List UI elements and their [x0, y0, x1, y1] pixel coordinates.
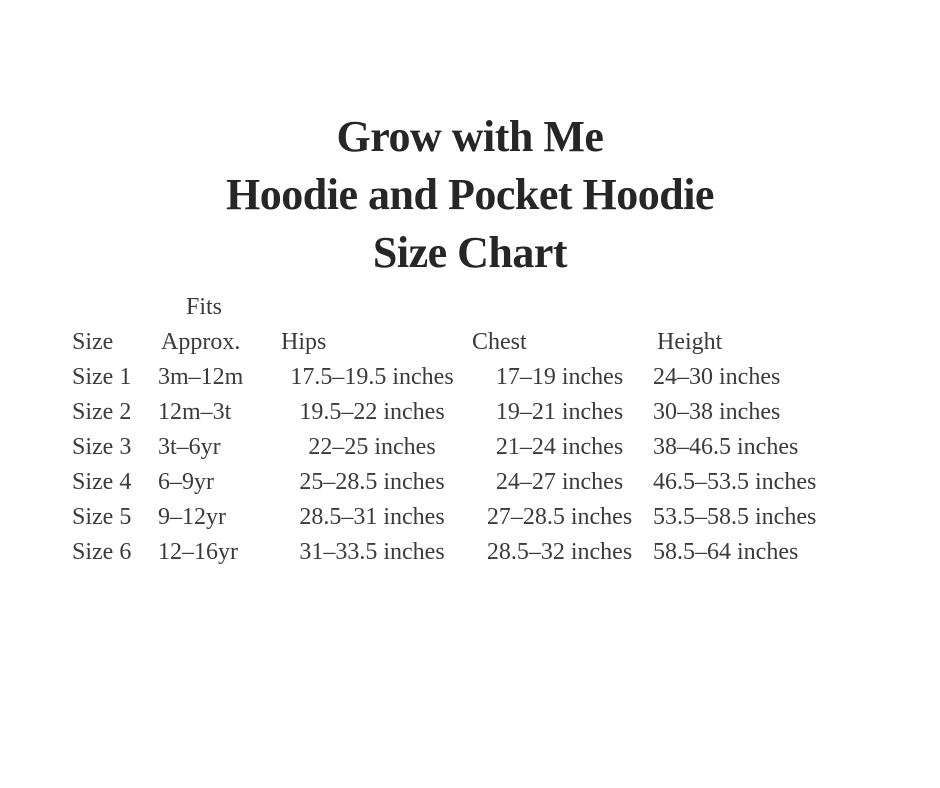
cell-fits: 6–9yr	[158, 469, 214, 495]
table-row: Size 6 12–16yr 31–33.5 inches 28.5–32 in…	[72, 535, 851, 570]
cell-chest: 17–19 inches	[495, 364, 624, 390]
cell-height: 53.5–58.5 inches	[653, 504, 817, 530]
cell-size: Size 5	[72, 504, 132, 530]
cell-size: Size 3	[72, 434, 132, 460]
header-fits-top: Fits	[186, 294, 223, 320]
table-row: Size 1 3m–12m 17.5–19.5 inches 17–19 inc…	[72, 360, 851, 395]
cell-hips: 17.5–19.5 inches	[290, 364, 454, 390]
page-title: Grow with Me Hoodie and Pocket Hoodie Si…	[0, 108, 940, 282]
cell-chest: 21–24 inches	[495, 434, 624, 460]
cell-fits: 9–12yr	[158, 504, 226, 530]
header-height: Height	[657, 329, 723, 355]
cell-hips: 25–28.5 inches	[299, 469, 445, 495]
title-line-1: Grow with Me	[336, 112, 604, 161]
cell-height: 24–30 inches	[653, 364, 781, 390]
cell-hips: 19.5–22 inches	[299, 399, 445, 425]
cell-hips: 31–33.5 inches	[299, 539, 445, 565]
cell-fits: 12–16yr	[158, 539, 238, 565]
table-row: Size 3 3t–6yr 22–25 inches 21–24 inches …	[72, 430, 851, 465]
cell-chest: 27–28.5 inches	[486, 504, 633, 530]
title-line-2: Hoodie and Pocket Hoodie	[226, 170, 714, 219]
cell-size: Size 2	[72, 399, 132, 425]
cell-height: 30–38 inches	[653, 399, 781, 425]
cell-hips: 28.5–31 inches	[299, 504, 445, 530]
table-header-row: Size Approx. Hips Chest Height	[72, 325, 851, 360]
header-hips: Hips	[281, 329, 327, 355]
table-header-fits-row: Fits	[72, 290, 851, 325]
cell-chest: 24–27 inches	[495, 469, 624, 495]
cell-height: 38–46.5 inches	[653, 434, 799, 460]
size-chart-table: Fits Size Approx. Hips Chest Height Size…	[72, 290, 851, 570]
table-row: Size 5 9–12yr 28.5–31 inches 27–28.5 inc…	[72, 500, 851, 535]
cell-size: Size 6	[72, 539, 132, 565]
cell-size: Size 4	[72, 469, 132, 495]
cell-fits: 3m–12m	[158, 364, 244, 390]
header-fits-bottom: Approx.	[161, 329, 241, 355]
cell-fits: 12m–3t	[158, 399, 232, 425]
table-row: Size 2 12m–3t 19.5–22 inches 19–21 inche…	[72, 395, 851, 430]
header-chest: Chest	[472, 329, 527, 355]
table-row: Size 4 6–9yr 25–28.5 inches 24–27 inches…	[72, 465, 851, 500]
header-size: Size	[72, 329, 114, 355]
cell-fits: 3t–6yr	[158, 434, 221, 460]
cell-height: 46.5–53.5 inches	[653, 469, 817, 495]
cell-height: 58.5–64 inches	[653, 539, 799, 565]
cell-chest: 28.5–32 inches	[486, 539, 633, 565]
title-line-3: Size Chart	[372, 228, 568, 277]
cell-hips: 22–25 inches	[308, 434, 436, 460]
cell-size: Size 1	[72, 364, 132, 390]
cell-chest: 19–21 inches	[495, 399, 624, 425]
